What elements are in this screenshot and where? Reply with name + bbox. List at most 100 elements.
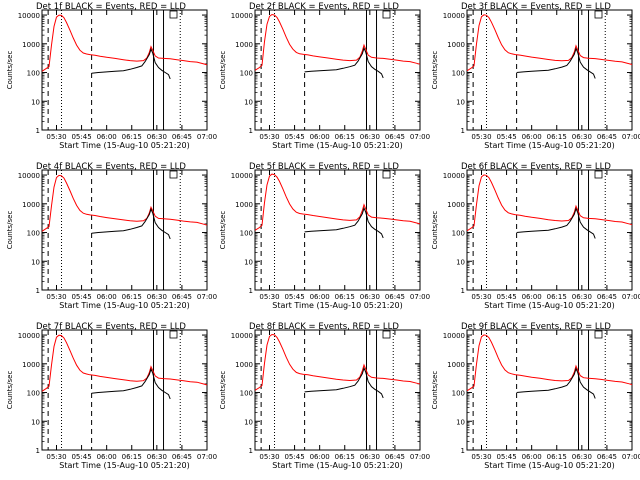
y-axis-label: Counts/sec — [219, 211, 227, 250]
chart-panel: Det 1f BLACK = Events, RED = LLD 1 10 100 10… — [6, 2, 217, 150]
y-axis-label: Counts/sec — [431, 371, 439, 410]
x-axis-label: Start Time (15-Aug-10 05:21:20) — [59, 141, 190, 150]
y-tick-label: 10000 — [18, 332, 40, 340]
series-line-lld — [254, 13, 421, 71]
x-tick-label: 06:15 — [335, 293, 355, 301]
chart-panel: Det 3f BLACK = Events, RED = LLD 1 10 100 10… — [431, 2, 640, 150]
y-axis-label: Counts/sec — [6, 371, 14, 410]
series-line-events — [304, 46, 384, 79]
x-tick-label: 06:15 — [335, 453, 355, 461]
x-tick-label: 07:00 — [622, 453, 640, 461]
y-tick-label: 1 — [461, 287, 465, 295]
x-tick-label: 07:00 — [197, 293, 217, 301]
x-tick-label: 05:30 — [471, 453, 491, 461]
chart-title: Det 8f BLACK = Events, RED = LLD — [249, 322, 399, 332]
x-axis-label: Start Time (15-Aug-10 05:21:20) — [59, 461, 190, 470]
x-tick-label: 05:45 — [496, 453, 516, 461]
chart-panel: Det 8f BLACK = Events, RED = LLD 1 10 100 10… — [219, 322, 430, 470]
chart-title: Det 3f BLACK = Events, RED = LLD — [461, 2, 611, 12]
x-tick-label: 06:15 — [122, 453, 142, 461]
x-tick-label: 06:00 — [310, 293, 330, 301]
y-tick-label: 10000 — [443, 172, 465, 180]
y-tick-label: 1 — [249, 127, 253, 135]
plot-frame — [466, 9, 633, 131]
chart-title: Det 5f BLACK = Events, RED = LLD — [249, 162, 399, 172]
plot-frame — [466, 329, 633, 451]
x-tick-label: 06:30 — [360, 133, 380, 141]
x-tick-label: 05:45 — [284, 453, 304, 461]
chart-title: Det 6f BLACK = Events, RED = LLD — [461, 162, 611, 172]
x-tick-label: 06:00 — [522, 293, 542, 301]
y-tick-label: 10000 — [443, 12, 465, 20]
x-axis-label: Start Time (15-Aug-10 05:21:20) — [484, 141, 615, 150]
y-tick-label: 100 — [240, 70, 253, 78]
y-tick-label: 10 — [31, 418, 40, 426]
series-line-events — [91, 47, 171, 80]
x-tick-label: 06:45 — [597, 453, 617, 461]
series-line-lld — [41, 334, 208, 392]
x-tick-label: 07:00 — [622, 293, 640, 301]
x-tick-label: 06:45 — [385, 293, 405, 301]
series-line-lld — [466, 334, 633, 392]
y-tick-label: 10 — [456, 258, 465, 266]
x-tick-label: 06:30 — [572, 293, 592, 301]
x-tick-label: 05:30 — [46, 133, 66, 141]
legend-box — [169, 10, 178, 19]
legend-box — [594, 10, 603, 19]
series-line-events — [304, 366, 384, 399]
legend-box — [382, 170, 391, 179]
series-line-lld — [41, 174, 208, 232]
x-tick-label: 05:45 — [71, 293, 91, 301]
y-tick-label: 1 — [36, 127, 40, 135]
y-tick-label: 1000 — [22, 201, 40, 209]
x-tick-label: 06:30 — [147, 453, 167, 461]
y-tick-label: 10000 — [18, 172, 40, 180]
plot-frame — [41, 9, 208, 131]
series-line-lld — [466, 14, 633, 72]
x-axis-label: Start Time (15-Aug-10 05:21:20) — [272, 301, 403, 310]
y-tick-label: 100 — [452, 70, 465, 78]
x-tick-label: 05:45 — [284, 133, 304, 141]
y-tick-label: 1000 — [447, 201, 465, 209]
y-tick-label: 1 — [461, 447, 465, 455]
y-tick-label: 10 — [456, 98, 465, 106]
x-tick-label: 06:00 — [97, 133, 117, 141]
y-tick-label: 10 — [31, 98, 40, 106]
x-axis-label: Start Time (15-Aug-10 05:21:20) — [484, 301, 615, 310]
x-axis-label: Start Time (15-Aug-10 05:21:20) — [484, 461, 615, 470]
y-tick-label: 1000 — [447, 41, 465, 49]
y-tick-label: 10000 — [231, 12, 253, 20]
legend-box — [594, 330, 603, 339]
x-tick-label: 06:30 — [360, 453, 380, 461]
x-tick-label: 06:15 — [547, 133, 567, 141]
x-tick-label: 05:45 — [71, 453, 91, 461]
legend-box — [169, 170, 178, 179]
x-tick-label: 07:00 — [197, 133, 217, 141]
y-axis-label: Counts/sec — [6, 51, 14, 90]
x-tick-label: 07:00 — [410, 453, 430, 461]
x-axis-label: Start Time (15-Aug-10 05:21:20) — [272, 461, 403, 470]
y-tick-label: 100 — [27, 390, 40, 398]
chart-title: Det 7f BLACK = Events, RED = LLD — [36, 322, 186, 332]
x-tick-label: 06:00 — [97, 453, 117, 461]
series-line-events — [516, 207, 596, 239]
x-tick-label: 05:30 — [259, 453, 279, 461]
y-tick-label: 10000 — [18, 12, 40, 20]
chart-panel: Det 2f BLACK = Events, RED = LLD 1 10 100 10… — [219, 2, 430, 150]
x-tick-label: 06:15 — [335, 133, 355, 141]
chart-panel: Det 7f BLACK = Events, RED = LLD 1 10 100 10… — [6, 322, 217, 470]
y-tick-label: 1000 — [22, 41, 40, 49]
chart-panel: Det 4f BLACK = Events, RED = LLD 1 10 100 10… — [6, 162, 217, 310]
x-tick-label: 06:30 — [572, 453, 592, 461]
y-tick-label: 10 — [244, 258, 253, 266]
x-tick-label: 05:45 — [284, 293, 304, 301]
series-line-lld — [41, 14, 208, 72]
y-tick-label: 1 — [36, 287, 40, 295]
y-tick-label: 10000 — [231, 332, 253, 340]
plot-frame — [41, 329, 208, 451]
x-tick-label: 06:30 — [572, 133, 592, 141]
y-tick-label: 100 — [27, 230, 40, 238]
y-tick-label: 100 — [452, 230, 465, 238]
x-tick-label: 05:45 — [496, 133, 516, 141]
series-line-events — [516, 47, 596, 79]
